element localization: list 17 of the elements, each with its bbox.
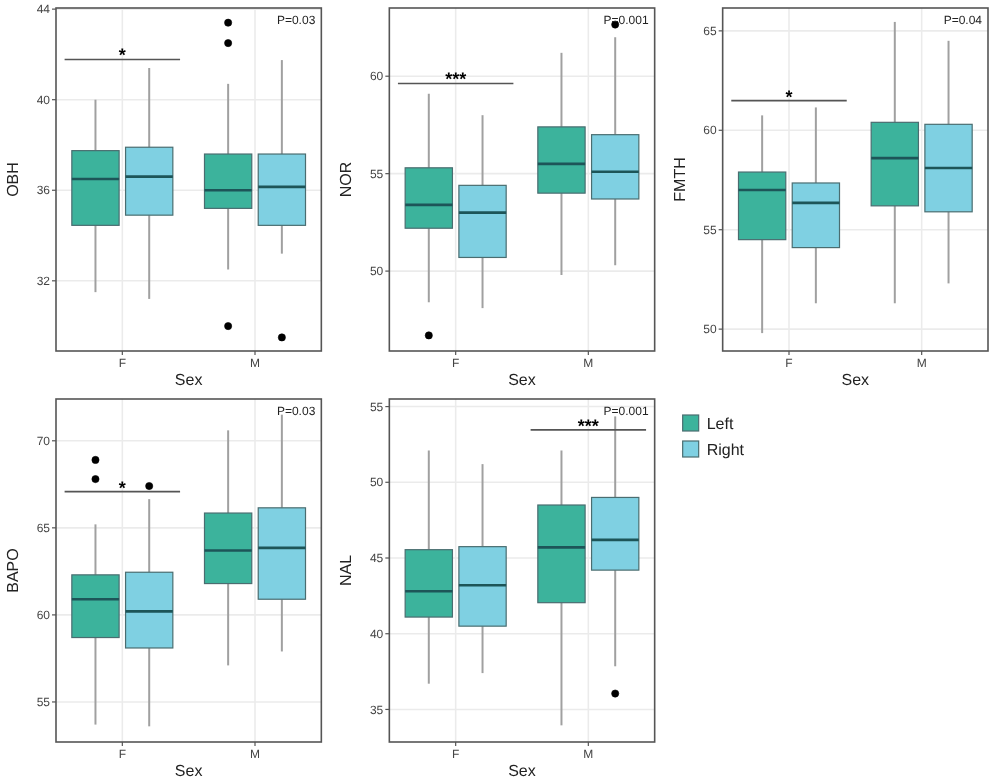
legend-label: Right bbox=[706, 440, 746, 459]
x-axis-title: Sex bbox=[508, 762, 536, 780]
annotation: *** bbox=[577, 415, 600, 436]
y-axis-title: NAL bbox=[337, 553, 356, 587]
x-axis-title: Sex bbox=[174, 762, 203, 780]
x-axis-title: Sex bbox=[841, 371, 870, 389]
y-axis-title: FMTH bbox=[670, 156, 689, 202]
x-axis-title: Sex bbox=[508, 371, 536, 389]
legend-label: Left bbox=[706, 414, 735, 433]
annotation: * bbox=[118, 45, 127, 66]
y-axis-title: BAPO bbox=[4, 548, 22, 593]
y-axis-title: OBH bbox=[4, 161, 22, 197]
annotation: * bbox=[118, 477, 127, 498]
y-axis-title: NOR bbox=[337, 161, 356, 198]
annotation: * bbox=[785, 86, 794, 107]
annotation: *** bbox=[445, 69, 468, 90]
x-axis-title: Sex bbox=[174, 371, 203, 389]
